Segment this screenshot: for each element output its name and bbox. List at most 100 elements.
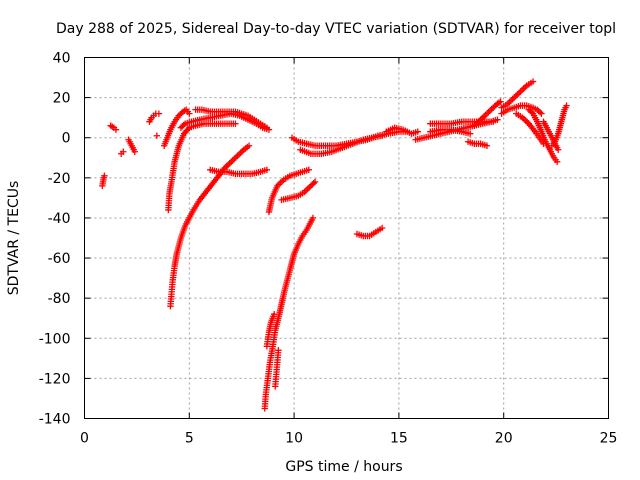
x-tick-label: 0 xyxy=(80,431,89,447)
y-tick-label: 40 xyxy=(53,51,71,67)
data-point xyxy=(229,157,236,164)
series-arc-14 xyxy=(263,311,278,350)
y-tick-label: -140 xyxy=(39,412,71,428)
x-tick-label: 10 xyxy=(285,431,303,447)
plot-frame xyxy=(84,57,609,419)
data-point xyxy=(263,166,271,174)
data-point xyxy=(515,89,523,97)
data-point xyxy=(497,98,504,105)
data-point xyxy=(520,85,527,92)
data-point xyxy=(485,108,492,116)
data-point xyxy=(231,155,238,162)
data-point xyxy=(483,142,491,149)
data-point xyxy=(235,151,243,158)
series-arc-07 xyxy=(160,106,193,149)
chart-title: Day 288 of 2025, Sidereal Day-to-day VTE… xyxy=(56,21,616,37)
data-point xyxy=(510,94,518,101)
data-point xyxy=(538,110,545,117)
data-point xyxy=(483,110,491,117)
y-tick-label: -20 xyxy=(48,171,71,187)
series-arc-17 xyxy=(278,178,319,204)
data-point xyxy=(507,97,515,104)
data-point xyxy=(245,142,253,149)
x-tick-label: 25 xyxy=(600,431,618,447)
data-point xyxy=(311,178,319,186)
data-point xyxy=(536,109,544,116)
data-point xyxy=(186,110,193,117)
data-point xyxy=(112,126,120,133)
data-point xyxy=(101,172,108,180)
y-tick-label: -60 xyxy=(48,251,71,267)
data-point xyxy=(275,347,282,354)
data-point xyxy=(155,110,163,117)
series-arc-05 xyxy=(146,110,163,125)
data-point xyxy=(414,128,421,135)
data-point xyxy=(228,158,235,165)
series-arc-09 xyxy=(167,142,253,310)
y-tick-label: -120 xyxy=(39,371,71,387)
data-point xyxy=(486,107,494,114)
data-point xyxy=(518,86,526,94)
x-axis-label: GPS time / hours xyxy=(285,459,402,475)
data-point xyxy=(514,91,521,98)
data-point xyxy=(109,123,116,130)
data-point xyxy=(120,148,127,155)
data-point xyxy=(232,154,240,161)
data-point xyxy=(522,117,529,124)
axis-ticks: 0 5 10 15 20 25 -140 -120 -100 -80 -60 -40 -20 0 20 40 xyxy=(39,51,618,447)
data-points xyxy=(99,78,570,412)
data-point xyxy=(234,152,241,159)
series-arc-25 xyxy=(464,138,491,149)
series-arc-30 xyxy=(525,106,561,165)
data-point xyxy=(304,185,311,193)
y-tick-label: 20 xyxy=(53,91,71,107)
series-arc-03 xyxy=(117,148,127,157)
series-arc-08 xyxy=(165,120,239,214)
data-point xyxy=(232,120,239,127)
y-tick-label: -100 xyxy=(39,331,71,347)
grid-layer xyxy=(84,57,609,419)
x-tick-label: 20 xyxy=(495,431,513,447)
x-tick-label: 5 xyxy=(185,431,194,447)
data-point xyxy=(494,116,501,123)
series-arc-21 xyxy=(383,124,421,137)
data-point xyxy=(529,78,537,85)
data-point xyxy=(309,214,317,222)
series-arc-02 xyxy=(107,122,120,133)
data-point xyxy=(270,311,278,318)
data-point xyxy=(224,161,232,168)
series-arc-24 xyxy=(427,126,474,137)
data-point xyxy=(378,224,386,232)
series-arc-19 xyxy=(297,132,386,157)
y-tick-label: -80 xyxy=(48,291,71,307)
series-arc-01 xyxy=(99,172,108,190)
data-point xyxy=(517,88,524,95)
data-point xyxy=(226,160,233,167)
series-arc-12 xyxy=(207,166,271,178)
data-point xyxy=(131,148,139,155)
data-point xyxy=(378,132,386,139)
data-point xyxy=(480,113,487,120)
data-point xyxy=(509,95,516,103)
y-tick-label: 0 xyxy=(62,131,71,147)
data-point xyxy=(490,118,497,125)
data-point xyxy=(153,132,161,139)
series-arc-15 xyxy=(272,347,282,390)
series-arc-26 xyxy=(471,98,504,129)
data-point xyxy=(305,166,312,174)
y-tick-label: -40 xyxy=(48,211,71,227)
data-point xyxy=(528,109,535,116)
series-arc-28 xyxy=(498,78,537,111)
series-arc-11 xyxy=(192,106,271,131)
data-point xyxy=(237,149,244,156)
data-point xyxy=(512,92,519,100)
series-arc-20 xyxy=(353,224,386,240)
series-arc-06 xyxy=(153,132,161,139)
series-arc-27 xyxy=(498,102,545,117)
series-arc-13 xyxy=(261,214,317,412)
data-point xyxy=(563,102,570,109)
series-arc-32 xyxy=(548,102,570,149)
data-point xyxy=(554,146,562,153)
data-point xyxy=(466,130,474,137)
